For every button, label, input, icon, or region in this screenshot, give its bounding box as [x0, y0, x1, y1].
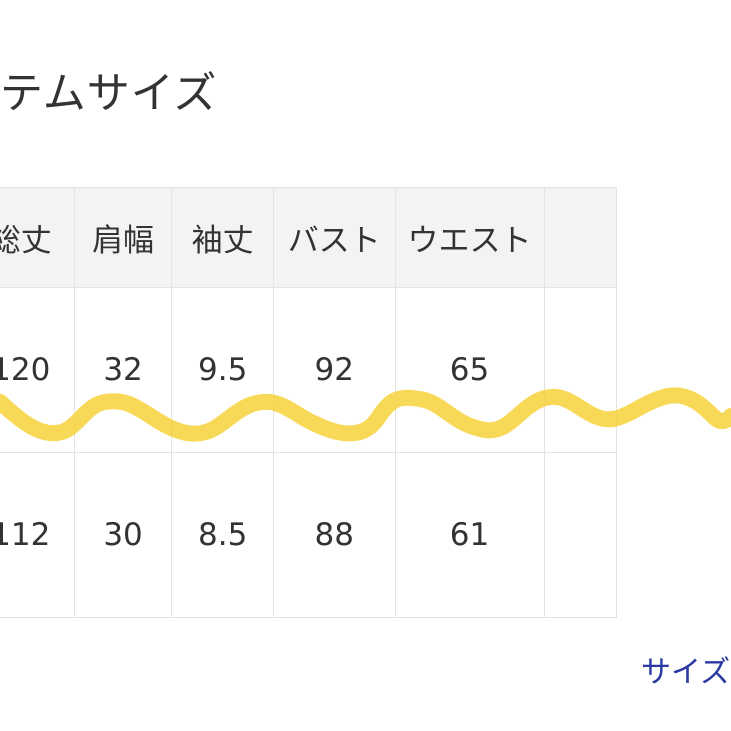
header-cut-off [543, 187, 617, 288]
header-sleeve-length: 袖丈 [171, 187, 274, 288]
table-cell [543, 287, 617, 453]
table-cell: 8.5 [171, 452, 274, 618]
table-cell: 65 [394, 287, 545, 453]
table-header-row: 総丈 肩幅 袖丈 バスト ウエスト [0, 187, 617, 288]
table-cell: 92 [272, 287, 396, 453]
header-waist: ウエスト [394, 187, 545, 288]
page-title: テムサイズ [0, 69, 218, 119]
table-row: 120 32 9.5 92 65 [0, 287, 617, 453]
header-bust: バスト [272, 187, 396, 288]
table-cell: 112 [0, 452, 75, 618]
table-cell: 30 [73, 452, 173, 618]
table-row: 112 30 8.5 88 61 [0, 452, 617, 618]
size-guide-link[interactable]: サイズ [641, 655, 731, 690]
table-cell [543, 452, 617, 618]
header-shoulder-width: 肩幅 [73, 187, 173, 288]
header-total-length: 総丈 [0, 187, 75, 288]
table-cell: 9.5 [171, 287, 274, 453]
table-cell: 32 [73, 287, 173, 453]
table-cell: 120 [0, 287, 75, 453]
table-cell: 61 [394, 452, 545, 618]
size-table: 総丈 肩幅 袖丈 バスト ウエスト 120 32 9.5 92 65 112 [0, 187, 617, 618]
size-table-container: 総丈 肩幅 袖丈 バスト ウエスト 120 32 9.5 92 65 112 [0, 187, 731, 621]
table-cell: 88 [272, 452, 396, 618]
